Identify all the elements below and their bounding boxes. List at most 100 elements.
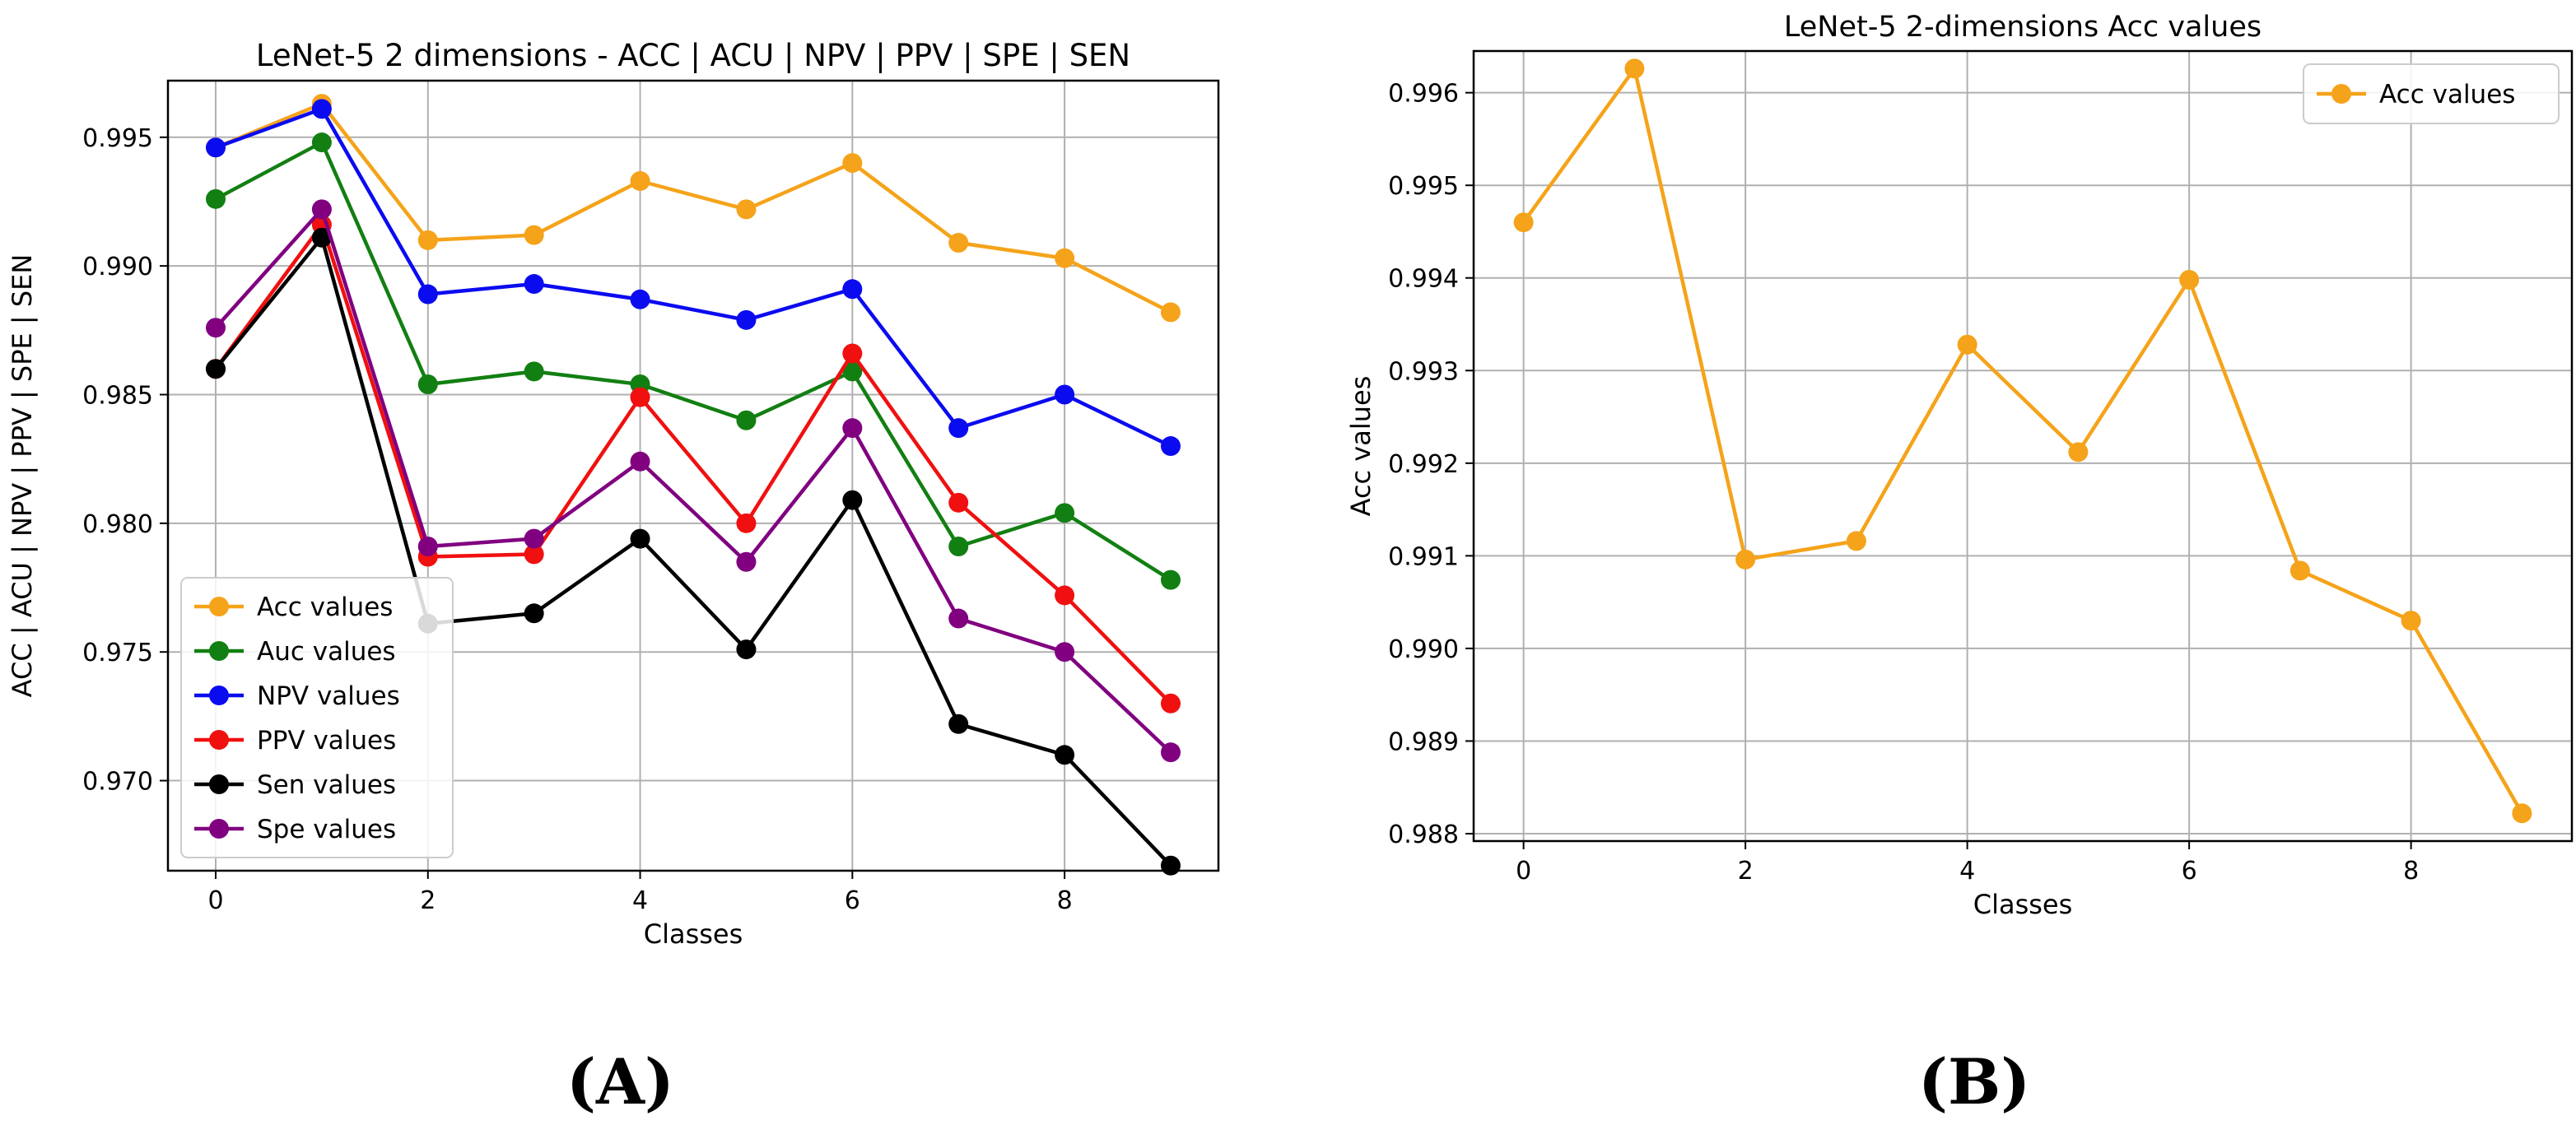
a-series-line-sen-values (214, 235, 1172, 867)
a-point-acc-values (736, 199, 757, 220)
a-point-spe-values (948, 608, 969, 629)
b-point-acc-values (1624, 58, 1645, 79)
a-series-line-auc-values (214, 140, 1172, 582)
a-y-tick-label: 0.985 (82, 381, 153, 410)
a-y-tick-label: 0.980 (82, 510, 153, 539)
b-point-acc-values (2179, 269, 2200, 290)
a-point-auc-values (417, 374, 438, 394)
b-y-tick-label: 0.988 (1388, 821, 1459, 849)
a-y-tick-label: 0.970 (82, 768, 153, 797)
b-x-tick-label: 6 (2182, 857, 2197, 886)
b-point-acc-values (1513, 212, 1534, 233)
a-point-auc-values (524, 361, 544, 382)
b-point-acc-values (1846, 531, 1866, 551)
b-point-acc-values (2068, 442, 2089, 463)
a-point-spe-values (736, 551, 757, 572)
b-point-acc-values (1735, 549, 1756, 569)
a-point-ppv-values (842, 343, 863, 364)
a-x-tick-label: 4 (632, 886, 648, 915)
b-y-tick-label: 0.991 (1388, 542, 1459, 571)
b-legend-marker-acc-values (2331, 84, 2351, 104)
a-axes-frame (166, 79, 1220, 872)
a-x-axis-label: Classes (644, 918, 743, 950)
a-series-line-ppv-values (214, 222, 1172, 705)
a-point-auc-values (842, 361, 863, 382)
a-title: LeNet-5 2 dimensions - ACC | ACU | NPV |… (256, 38, 1130, 73)
a-point-acc-values (842, 153, 863, 174)
a-point-spe-values (417, 536, 438, 556)
a-legend-marker-sen-values (209, 774, 229, 794)
a-point-npv-values (1161, 436, 1181, 457)
b-y-tick-label: 0.990 (1388, 635, 1459, 664)
a-point-sen-values (736, 639, 757, 660)
b-y-axis-label: Acc values (1345, 376, 1377, 517)
a-point-npv-values (948, 418, 969, 439)
b-x-tick-label: 4 (1959, 857, 1975, 886)
a-legend-marker-ppv-values (209, 730, 229, 750)
a-point-spe-values (1055, 642, 1075, 662)
a-legend-label-npv-values: NPV values (257, 681, 400, 711)
a-y-tick-label: 0.990 (82, 253, 153, 281)
b-point-acc-values (2401, 611, 2421, 631)
b-y-tick-label: 0.994 (1388, 265, 1459, 294)
panel-label-a: (A) (566, 1045, 674, 1118)
a-point-sen-values (842, 490, 863, 510)
b-axes-frame (1472, 49, 2574, 843)
a-legend-label-acc-values: Acc values (257, 593, 393, 622)
a-legend-marker-auc-values (209, 641, 229, 661)
b-legend-box (2303, 63, 2560, 124)
a-legend-marker-spe-values (209, 819, 229, 839)
a-point-npv-values (311, 99, 332, 119)
a-y-tick-label: 0.975 (82, 639, 153, 667)
b-x-tick-label: 0 (1516, 857, 1531, 886)
a-point-acc-values (417, 230, 438, 250)
a-x-tick-label: 8 (1057, 886, 1073, 915)
a-x-tick-label: 2 (420, 886, 436, 915)
a-point-sen-values (311, 227, 332, 248)
a-point-auc-values (1055, 503, 1075, 523)
a-point-spe-values (524, 528, 544, 549)
b-y-tick-label: 0.996 (1388, 80, 1459, 109)
a-legend-label-sen-values: Sen values (257, 770, 396, 800)
a-point-ppv-values (630, 387, 650, 407)
a-point-sen-values (1161, 855, 1181, 876)
a-point-auc-values (311, 132, 332, 153)
a-legend-label-ppv-values: PPV values (257, 726, 396, 755)
a-point-auc-values (948, 536, 969, 556)
a-legend-label-spe-values: Spe values (257, 815, 396, 844)
b-point-acc-values (2290, 560, 2310, 581)
a-point-npv-values (630, 289, 650, 309)
a-point-auc-values (736, 410, 757, 430)
a-legend-label-auc-values: Auc values (257, 637, 396, 667)
a-point-sen-values (1055, 745, 1075, 765)
a-point-npv-values (417, 284, 438, 304)
a-point-auc-values (1161, 569, 1181, 590)
a-series-line-spe-values (214, 207, 1172, 754)
a-point-ppv-values (736, 513, 757, 533)
a-legend-marker-acc-values (209, 597, 229, 616)
a-point-ppv-values (948, 492, 969, 513)
a-point-npv-values (524, 274, 544, 295)
a-y-axis-label: ACC | ACU | NPV | PPV | SPE | SEN (7, 254, 38, 698)
a-point-acc-values (948, 233, 969, 253)
a-point-npv-values (842, 279, 863, 300)
a-x-tick-label: 6 (845, 886, 860, 915)
a-series-line-npv-values (215, 107, 1172, 449)
a-point-sen-values (206, 359, 226, 379)
a-point-auc-values (206, 188, 226, 209)
a-point-spe-values (206, 318, 226, 338)
b-point-acc-values (2512, 803, 2532, 824)
panel-label-b: (B) (1918, 1045, 2031, 1118)
b-y-tick-label: 0.993 (1388, 357, 1459, 386)
a-legend-box (180, 577, 454, 858)
a-point-npv-values (206, 137, 226, 158)
b-legend-label-acc-values: Acc values (2379, 80, 2515, 109)
a-point-ppv-values (524, 544, 544, 565)
b-y-tick-label: 0.992 (1388, 450, 1459, 479)
chart-a: 0 2 4 6 8 0.970 0.975 0.980 0.985 0.990 0.995 LeNet… (7, 38, 1220, 950)
a-series-line-acc-values (215, 101, 1172, 314)
b-point-acc-values (1957, 334, 1977, 355)
a-point-spe-values (842, 418, 863, 439)
a-point-spe-values (311, 199, 332, 220)
